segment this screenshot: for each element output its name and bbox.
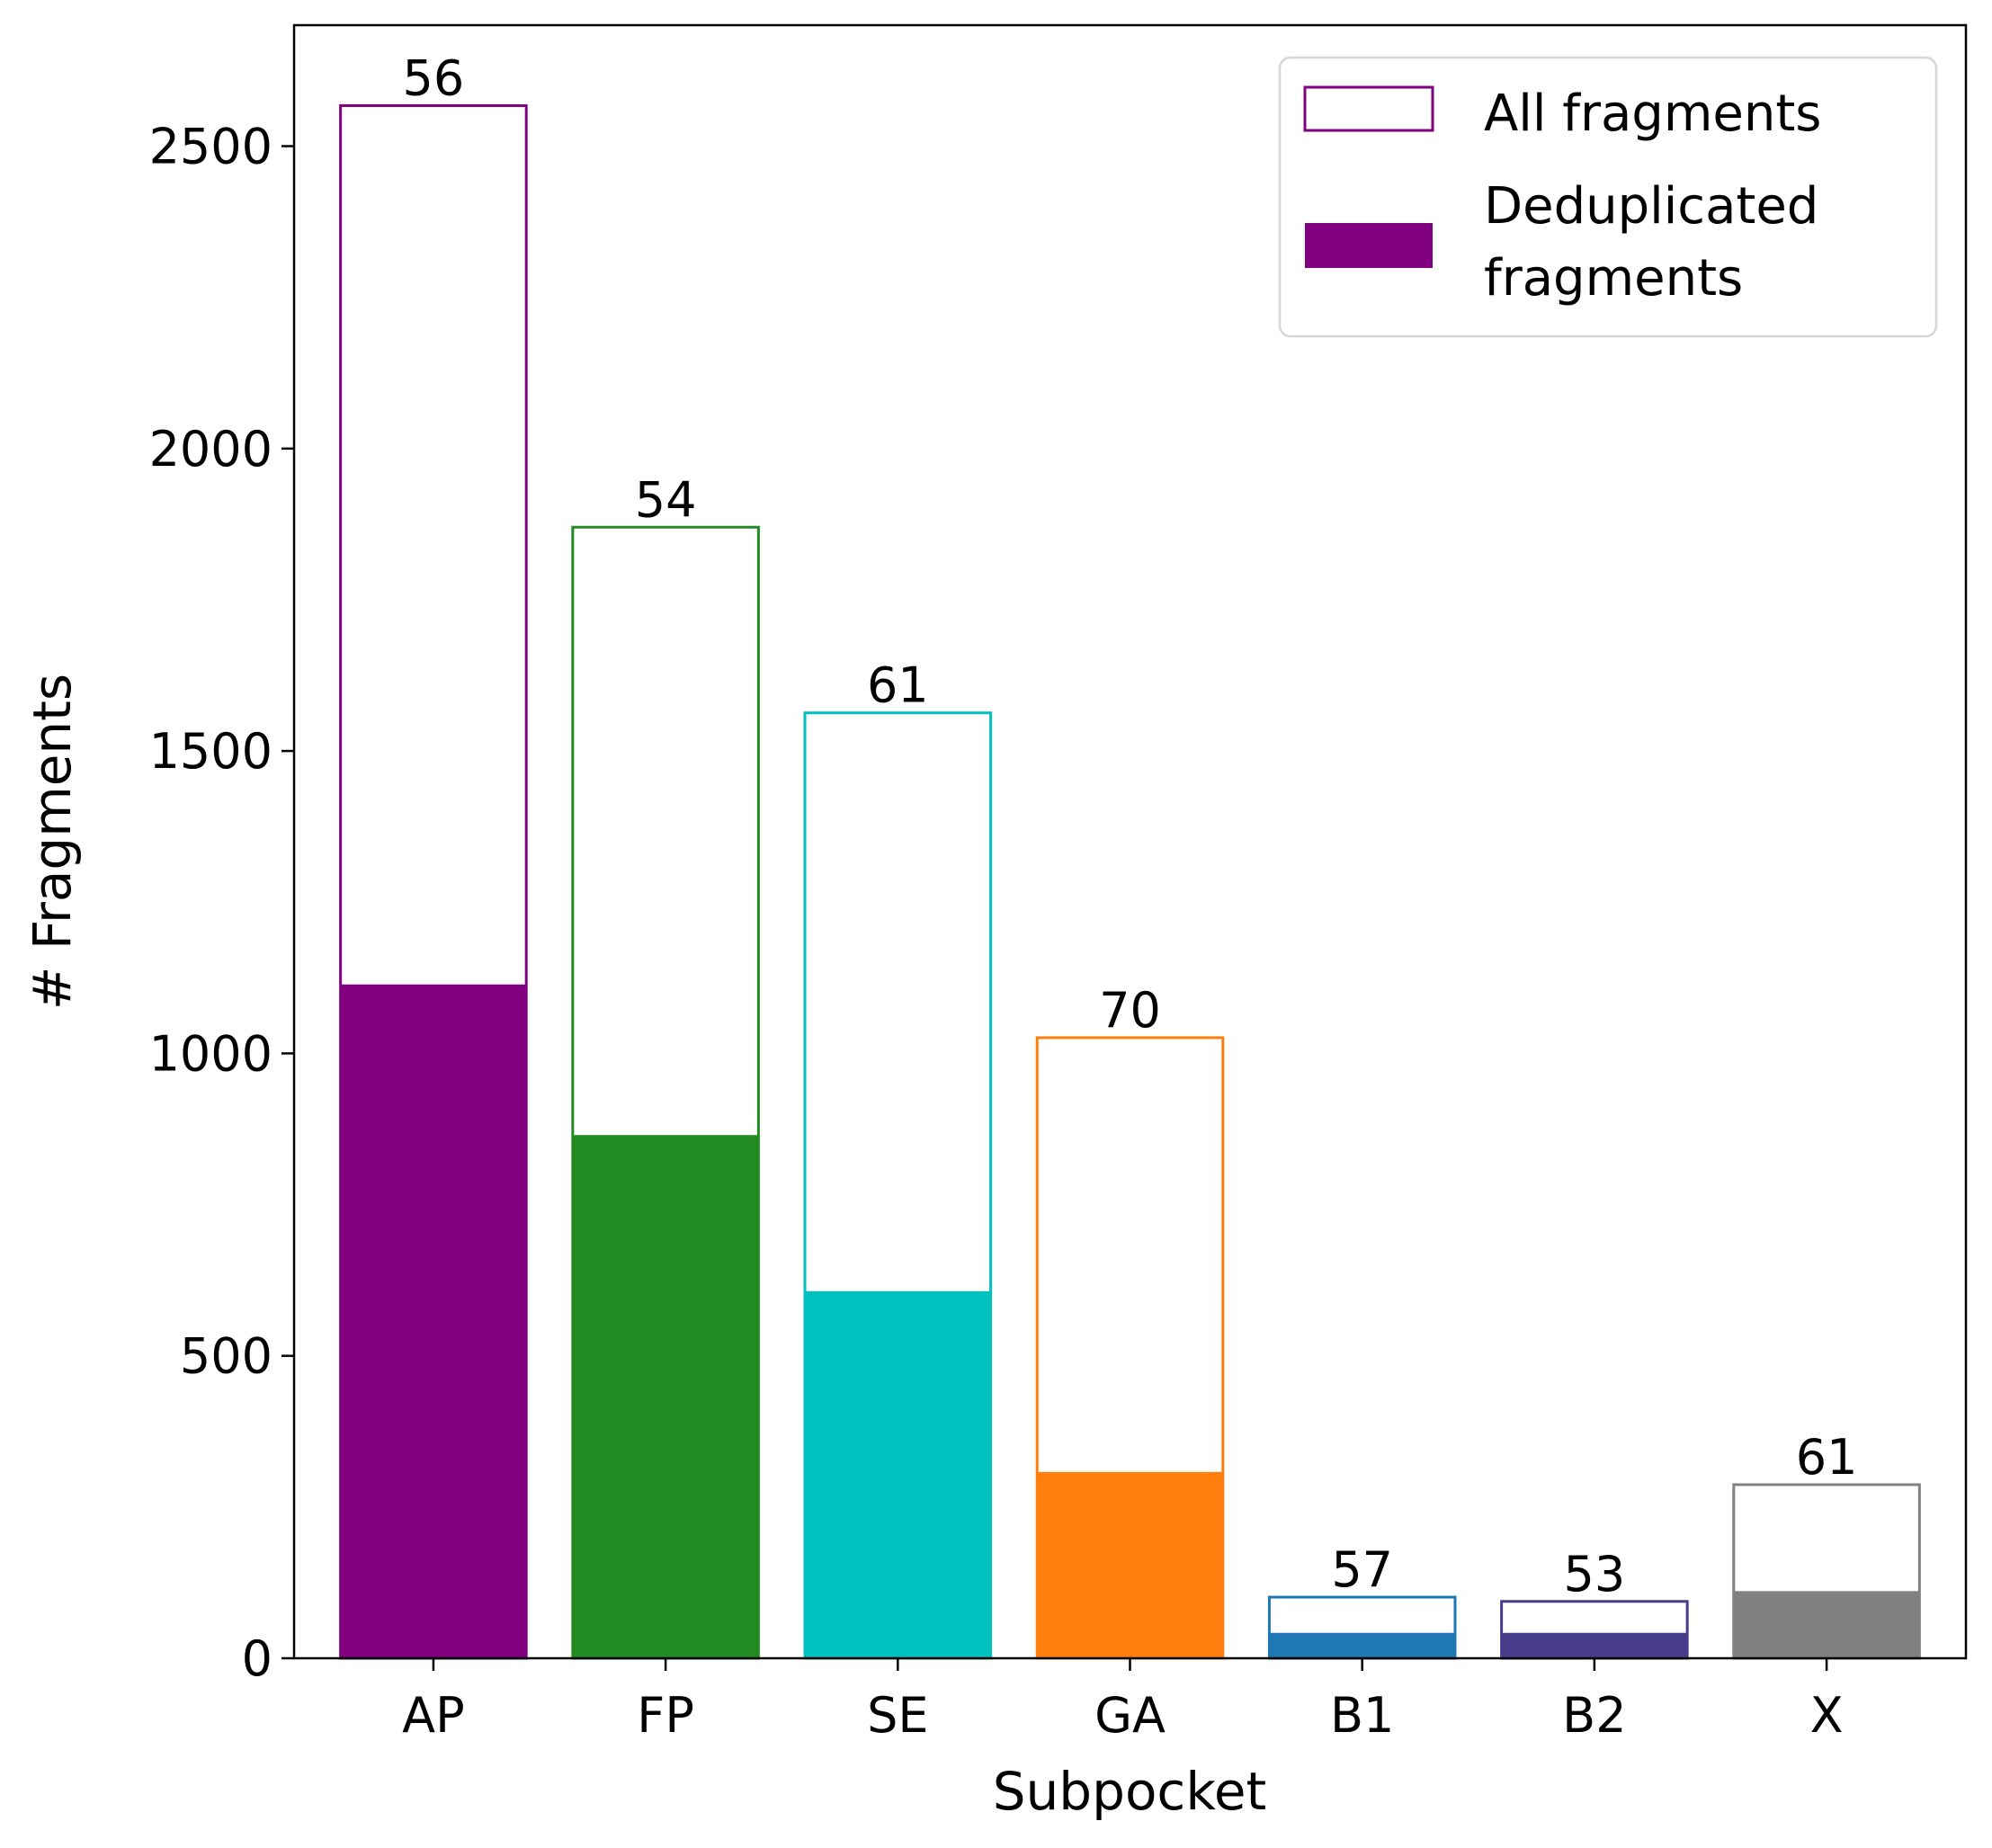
bar-value-label-x: 61 [1796, 1429, 1858, 1486]
bar-deduplicated-se [805, 1290, 991, 1658]
y-axis-label: # Fragments [22, 674, 83, 1010]
bar-value-label-b1: 57 [1331, 1541, 1393, 1598]
y-tick-label: 2000 [149, 421, 272, 478]
y-tick-label: 1500 [149, 723, 272, 780]
x-tick-label: SE [867, 1687, 928, 1744]
legend-label-deduplicated-line-2: fragments [1484, 249, 1743, 308]
legend: All fragments Deduplicated fragments [1278, 56, 1938, 338]
y-axis: 0 500 1000 1500 2000 2500 [149, 119, 294, 1687]
x-tick-label: X [1810, 1687, 1844, 1744]
bar-deduplicated-x [1733, 1591, 1920, 1658]
x-tick-label: AP [402, 1687, 465, 1744]
legend-swatch-deduplicated-fragments [1305, 223, 1433, 268]
x-tick-label: B1 [1330, 1687, 1394, 1744]
bar-value-label-ap: 56 [403, 49, 465, 106]
bar-value-label-b2: 53 [1564, 1546, 1626, 1602]
legend-frame [1278, 56, 1938, 338]
x-axis-label: Subpocket [993, 1761, 1267, 1822]
bar-value-label-fp: 54 [635, 471, 697, 528]
value-labels-layer: 56 54 61 70 57 53 61 [403, 49, 1858, 1602]
legend-label-deduplicated-line-1: Deduplicated [1484, 177, 1818, 236]
bar-deduplicated-ga [1037, 1471, 1223, 1658]
y-tick-label: 2500 [149, 119, 272, 175]
y-tick-label: 500 [180, 1328, 272, 1385]
bar-deduplicated-fp [572, 1135, 759, 1658]
legend-label-all-fragments: All fragments [1484, 85, 1821, 143]
legend-swatch-all-fragments [1303, 85, 1434, 132]
x-tick-label: B2 [1562, 1687, 1626, 1744]
x-tick-label: FP [637, 1687, 694, 1744]
x-tick-label: GA [1094, 1687, 1166, 1744]
bars-layer [339, 103, 1921, 1660]
y-tick-label: 0 [242, 1630, 272, 1687]
bar-value-label-ga: 70 [1099, 982, 1161, 1039]
bar-deduplicated-b1 [1269, 1632, 1455, 1658]
bar-deduplicated-b2 [1501, 1632, 1688, 1658]
x-axis: AP FP SE GA B1 B2 X [402, 1658, 1844, 1744]
y-tick-label: 1000 [149, 1025, 272, 1082]
bar-value-label-se: 61 [867, 657, 929, 714]
bar-deduplicated-ap [340, 984, 527, 1658]
